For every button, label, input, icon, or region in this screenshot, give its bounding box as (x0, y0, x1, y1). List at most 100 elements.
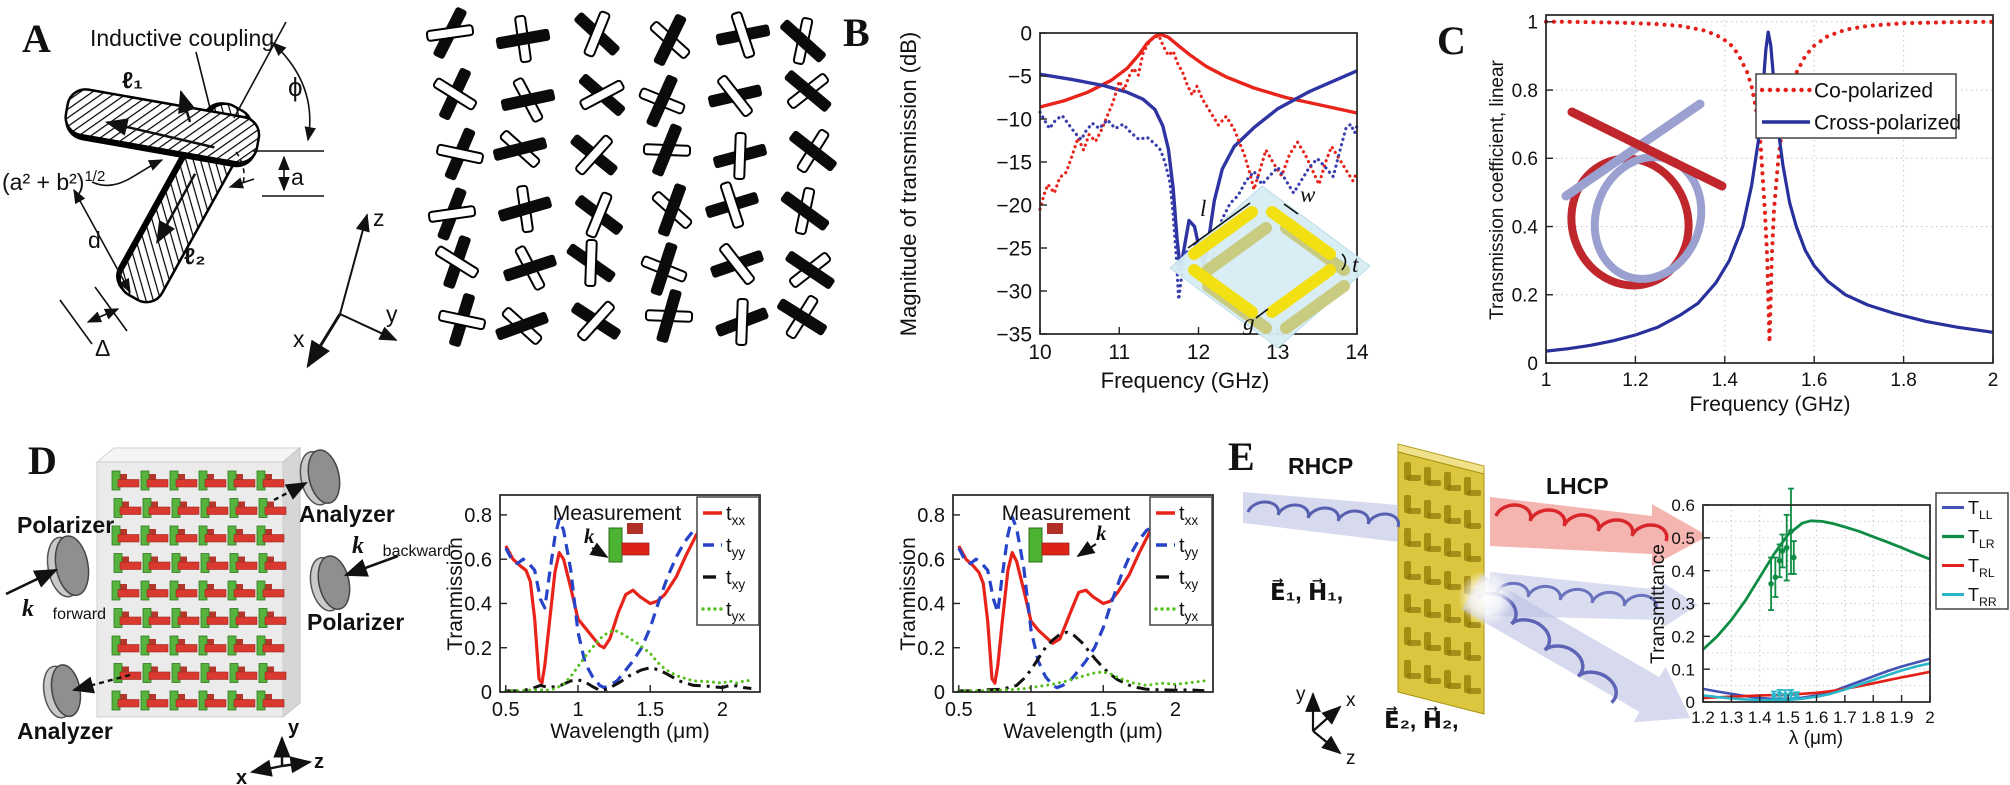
unit-red-bar (175, 534, 198, 543)
unit-red-bar (146, 699, 169, 708)
meta-atom-pair (425, 7, 475, 59)
coupling-arrow (178, 89, 196, 123)
disk-front (54, 535, 90, 597)
delta-arrow (86, 308, 120, 323)
srr-g-dim (1255, 308, 1269, 319)
pattern-horizontal (1467, 490, 1481, 496)
x-tick-label: 1.7 (1833, 708, 1857, 727)
x-tick-label: 0.5 (492, 699, 520, 721)
d1-inset-k-label: k⃗ (584, 524, 611, 548)
d1-inset-k-arrow (589, 542, 609, 558)
unit-red-back (175, 529, 185, 535)
k-backward-label: k⃗backward (352, 533, 451, 560)
y-tick-label: 0.6 (464, 549, 492, 571)
legend-label-base: t (726, 599, 732, 621)
unit-red-bar (233, 479, 256, 488)
unit-red-bar (204, 534, 227, 543)
unit-red-bar (146, 589, 169, 598)
meta-atom-pair (500, 77, 556, 123)
axis-y-label: y (386, 301, 398, 327)
legend-label-base: t (1179, 535, 1185, 557)
unit-red-back (175, 584, 185, 590)
unit-red-back (146, 639, 156, 645)
unit-red-bar (148, 616, 171, 625)
panel-a: A Inductive coupling ℓ₁ ℓ₂ ϕ a (a² + b² (2, 7, 837, 369)
bar2-current-arrow (156, 173, 197, 245)
legend-box (1149, 496, 1213, 626)
x-tick-label: 1 (572, 699, 583, 721)
y-tick-label: 0.4 (1671, 562, 1695, 581)
legend-label: tyy (1179, 535, 1198, 560)
legend-label: txx (726, 503, 745, 528)
unit-red-bar (262, 479, 285, 488)
x-tick-label: 1 (1025, 699, 1036, 721)
x-tick-label: 1.5 (636, 699, 664, 721)
b-ylabel: Magnitude of transmission (dB) (896, 32, 921, 336)
unit-red-bar (117, 699, 140, 708)
data-point (1788, 690, 1794, 697)
pattern-horizontal (1447, 650, 1461, 656)
legend-label: txx (1179, 503, 1198, 528)
bar1-body (64, 88, 261, 164)
unit-red-bar (262, 534, 285, 543)
pattern-horizontal (1427, 513, 1441, 519)
phi-reference-line (233, 21, 287, 119)
d1-inset: k⃗ (584, 523, 650, 563)
series-t-yy (504, 504, 752, 690)
disk-front (307, 449, 341, 504)
c-ylabel: Transmission coefficient, linear (1487, 59, 1508, 319)
y-tick-label: −10 (996, 109, 1032, 132)
data-point (1776, 690, 1783, 697)
meta-atom-pair (780, 187, 830, 235)
d-axis-z (281, 756, 313, 774)
meta-atom-pair (495, 14, 551, 64)
pattern-horizontal (1467, 655, 1481, 661)
pattern-horizontal (1447, 584, 1461, 590)
unit-red-back (119, 611, 129, 618)
legend-label-sub: LL (1979, 508, 1993, 522)
data-point (1779, 548, 1786, 554)
y-tick-label: 0.2 (917, 638, 945, 660)
unit-red-bar (206, 671, 229, 680)
legend-label-sub: RR (1979, 595, 1997, 609)
legend-label-base: t (1179, 567, 1185, 589)
unit-red-bar (264, 506, 287, 515)
unit-red-back (117, 639, 127, 645)
series-cross-polarized (1545, 30, 1994, 353)
diagonal-pointer-arrow (91, 159, 164, 187)
unit-red-bar (177, 506, 200, 515)
pattern-horizontal (1447, 683, 1461, 689)
unit-red-bar (233, 699, 256, 708)
pattern-horizontal (1407, 508, 1421, 514)
x-tick-label: 1.8 (1861, 708, 1885, 727)
meta-atom-pair (642, 123, 692, 177)
d-axis-x (249, 759, 283, 777)
polarizer-right-disk (309, 555, 351, 612)
black-bar (495, 311, 549, 341)
x-tick-label: 0.5 (945, 699, 973, 721)
unit-red-back (235, 611, 245, 618)
legend-label-base: T (1968, 527, 1979, 547)
black-bar (646, 74, 678, 128)
slab-top-face (95, 447, 302, 463)
e-xlabel: λ (μm) (1789, 728, 1843, 749)
y-tick-label: 0.4 (917, 594, 945, 616)
legend-label: tyx (726, 599, 745, 624)
legend-label-sub: xx (732, 513, 746, 528)
y-tick-label: 1 (1527, 13, 1538, 34)
pattern-horizontal (1427, 678, 1441, 684)
black-bar (500, 89, 556, 111)
legend-label: Cross-polarized (1814, 111, 1961, 134)
x-tick-label: 2 (1988, 370, 1999, 391)
y-tick-label: 0 (481, 682, 492, 704)
data-point (1788, 528, 1794, 535)
unit-red-bar (175, 699, 198, 708)
d2-inset-green-plate (1028, 527, 1043, 563)
meta-atom-pair (713, 131, 767, 181)
y-tick-label: 0.4 (1512, 217, 1539, 238)
black-bar (650, 242, 678, 296)
slab-unit-array (111, 470, 287, 711)
black-bar (656, 289, 682, 343)
series-t-lr (1702, 519, 1931, 651)
